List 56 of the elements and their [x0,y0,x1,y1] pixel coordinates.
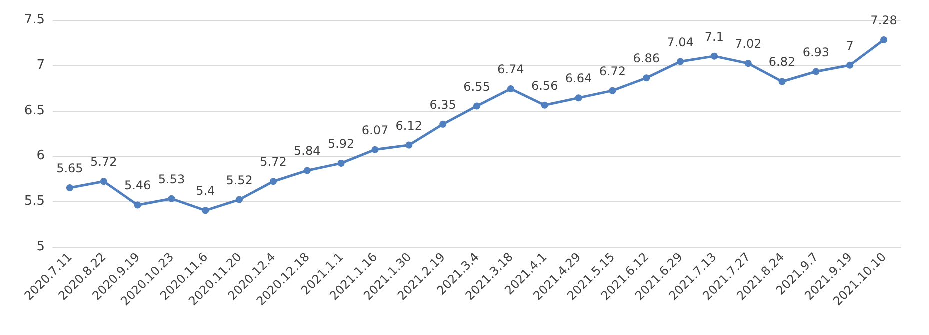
data-label: 6.72 [599,64,626,78]
point [744,60,752,68]
data-label: 6.64 [565,72,592,86]
data-label: 7 [846,38,854,53]
data-label: 5.72 [260,155,287,170]
point [270,178,277,186]
point [406,142,413,149]
point [100,178,108,186]
point [474,102,480,110]
data-label: 6.86 [633,52,660,66]
point [440,120,447,128]
point [643,74,650,82]
data-label: 6.55 [464,80,490,94]
point [66,184,74,192]
point [134,202,142,209]
y-tick-label: 6.5 [24,103,45,118]
y-tick-label: 7 [36,58,45,73]
data-label: 5.53 [158,172,186,186]
data-label: 6.56 [531,78,558,93]
point [541,102,548,109]
y-tick-label: 6 [36,148,45,164]
data-label: 7.1 [704,30,724,44]
data-label: 5.52 [226,173,253,188]
data-label: 6.93 [802,45,830,60]
point [575,94,582,102]
point [677,58,684,66]
data-label: 6.82 [768,55,796,70]
data-label: 5.84 [294,144,321,158]
data-label: 7.04 [667,35,694,50]
data-label: 7.28 [870,13,898,28]
point [372,146,379,154]
point [812,68,820,76]
data-label: 6.07 [362,123,389,138]
point [168,195,176,202]
point [778,78,786,86]
data-label: 5.92 [328,136,355,151]
point [202,207,210,214]
data-label: 6.12 [396,118,423,133]
point [338,160,345,167]
point [507,86,514,93]
data-label: 7.02 [735,37,762,52]
y-tick-label: 7.5 [24,12,45,28]
y-tick-label: 5.5 [24,194,45,210]
y-tick-label: 5 [36,240,45,254]
data-label: 5.4 [196,184,216,198]
point [880,36,888,44]
point [236,196,244,204]
data-label: 5.46 [124,178,152,193]
data-label: 6.35 [430,98,456,112]
point [710,52,718,60]
data-label: 5.65 [56,161,84,176]
point [846,62,854,69]
data-label: 6.74 [498,62,524,77]
data-label: 5.72 [90,155,118,170]
point [609,87,616,94]
point [304,167,311,174]
